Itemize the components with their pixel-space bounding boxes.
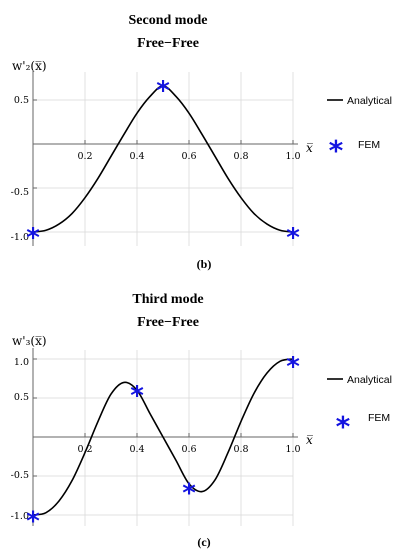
x-tick-label: 0.2 (77, 444, 92, 455)
fem-point: * (130, 381, 144, 411)
legend-analytical: Analytical (347, 374, 392, 386)
legend-fem: FEM (358, 139, 380, 151)
y-tick-label: -0.5 (11, 187, 29, 198)
fem-point: * (26, 506, 40, 536)
y-tick-label: -1.0 (11, 232, 29, 243)
legend-analytical: Analytical (347, 95, 392, 107)
fem-point: * (26, 223, 40, 253)
fem-point: * (286, 352, 300, 382)
x-tick-label: 0.4 (129, 151, 144, 162)
chart-subtitle: Free−Free (137, 36, 199, 51)
y-axis-label: w'₂(x̅) (12, 59, 47, 73)
panel-label: (c) (197, 535, 210, 549)
fem-point: * (156, 76, 170, 106)
x-axis-label: x̅ (306, 433, 313, 447)
x-tick-label: 0.6 (181, 151, 196, 162)
legend: Analytical * FEM (327, 95, 392, 167)
y-tick-label: -0.5 (11, 470, 29, 481)
y-tick-label: 1.0 (14, 357, 29, 368)
analytical-curve (32, 85, 294, 233)
x-tick-label: 0.6 (181, 444, 196, 455)
ticks (33, 99, 294, 233)
legend: Analytical * FEM (327, 374, 392, 443)
chart-second-mode: Second mode Free−Free w'₂(x̅) 0.2 0.4 0.… (11, 13, 392, 271)
x-tick-label: 0.2 (77, 151, 92, 162)
x-axis-label: x̅ (306, 141, 313, 155)
x-tick-label: 0.8 (233, 151, 248, 162)
x-tick-label: 0.4 (129, 444, 144, 455)
x-tick-label: 0.8 (233, 444, 248, 455)
legend-star-swatch: * (329, 134, 344, 167)
legend-fem: FEM (368, 412, 390, 424)
fem-point: * (182, 478, 196, 508)
x-tick-label: 1.0 (285, 444, 300, 455)
y-tick-label: 0.5 (14, 95, 29, 106)
y-axis-label: w'₃(x̅) (12, 334, 47, 348)
fem-markers: * * * * (26, 352, 300, 536)
chart-title: Third mode (132, 292, 203, 307)
chart-third-mode: Third mode Free−Free w'₃(x̅) 0.2 0.4 0.6… (11, 292, 392, 549)
legend-star-swatch: * (336, 410, 351, 443)
fem-markers: * * * (26, 76, 300, 253)
grid (33, 350, 294, 526)
y-tick-label: 0.5 (14, 392, 29, 403)
y-tick-label: -1.0 (11, 511, 29, 522)
x-tick-label: 1.0 (285, 151, 300, 162)
ticks (33, 358, 294, 516)
fem-point: * (286, 223, 300, 253)
chart-title: Second mode (129, 13, 208, 28)
panel-label: (b) (197, 257, 212, 271)
analytical-curve (32, 358, 294, 516)
chart-subtitle: Free−Free (137, 315, 199, 330)
grid (33, 72, 294, 246)
